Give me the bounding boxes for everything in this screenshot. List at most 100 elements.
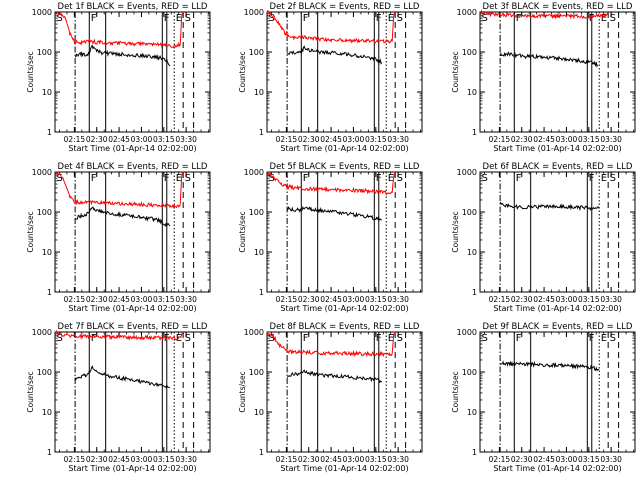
series-events-line <box>286 369 383 384</box>
y-axis-label: Counts/sec <box>26 51 35 92</box>
chart-panel: 1 10 100 1000 02:15 02:30 02:45 03:00 03:15 03:30… <box>238 322 423 473</box>
plot-frame <box>479 11 636 133</box>
series-lld-line <box>54 171 184 209</box>
event-marker-label: S <box>482 13 488 24</box>
event-marker-label: F <box>516 13 522 24</box>
x-tick-label: 03:00 <box>343 135 365 144</box>
y-tick-label: 1 <box>259 288 264 297</box>
y-tick-label: 100 <box>37 48 52 57</box>
y-tick-label: 1 <box>472 448 477 457</box>
y-axis-label: Counts/sec <box>238 51 247 92</box>
x-tick-label: 02:45 <box>533 295 555 304</box>
event-marker-label: S <box>57 333 63 344</box>
y-axis-label: Counts/sec <box>451 211 460 252</box>
chart-title: Det 2f BLACK = Events, RED = LLD <box>270 2 420 12</box>
event-marker-label: S <box>397 13 403 24</box>
y-tick-label: 10 <box>42 408 52 417</box>
event-marker-label: S <box>397 173 403 184</box>
x-tick-label: 02:15 <box>64 135 86 144</box>
series-lld-line <box>479 9 609 20</box>
event-marker-label: F <box>303 333 309 344</box>
y-tick-label: 100 <box>462 368 477 377</box>
event-marker-label: E <box>388 333 394 344</box>
x-tick-label: 02:30 <box>86 455 108 464</box>
x-tick-label: 03:15 <box>153 135 175 144</box>
y-tick-label: 10 <box>254 88 264 97</box>
x-axis-label: Start Time (01-Apr-14 02:02:00) <box>493 304 621 313</box>
event-marker-label: S <box>57 13 63 24</box>
x-tick-label: 03:15 <box>578 455 600 464</box>
chart-title: Det 4f BLACK = Events, RED = LLD <box>58 162 208 172</box>
y-axis-label: Counts/sec <box>238 211 247 252</box>
chart-title: Det 7f BLACK = Events, RED = LLD <box>58 322 208 332</box>
x-tick-label: 03:15 <box>153 455 175 464</box>
plot-frame <box>266 11 423 133</box>
x-tick-label: 03:30 <box>600 295 622 304</box>
x-tick-label: 02:30 <box>298 455 320 464</box>
event-marker-label: S <box>269 13 275 24</box>
y-tick-label: 1000 <box>244 8 264 17</box>
x-tick-label: 03:30 <box>175 135 197 144</box>
y-tick-label: 100 <box>249 208 264 217</box>
x-tick-label: 02:45 <box>320 295 342 304</box>
y-tick-label: 100 <box>462 208 477 217</box>
x-tick-label: 03:30 <box>600 455 622 464</box>
event-marker-label: S <box>610 173 616 184</box>
event-marker-label: E <box>176 13 182 24</box>
x-tick-label: 03:30 <box>387 455 409 464</box>
chart-title: Det 9f BLACK = Events, RED = LLD <box>483 322 633 332</box>
event-marker-label: S <box>610 13 616 24</box>
x-tick-label: 03:15 <box>578 295 600 304</box>
chart-title: Det 1f BLACK = Events, RED = LLD <box>58 2 208 12</box>
plot-frame <box>479 331 636 453</box>
x-tick-label: 02:45 <box>320 455 342 464</box>
x-axis-label: Start Time (01-Apr-14 02:02:00) <box>68 464 196 473</box>
event-marker-label: S <box>57 173 63 184</box>
y-tick-label: 10 <box>254 408 264 417</box>
y-tick-label: 1000 <box>32 168 52 177</box>
x-tick-label: 03:15 <box>578 135 600 144</box>
y-tick-label: 1 <box>47 288 52 297</box>
chart-panel: 1 10 100 1000 02:15 02:30 02:45 03:00 03:15 03:30… <box>451 2 636 153</box>
chart-title: Det 5f BLACK = Events, RED = LLD <box>270 162 420 172</box>
series-lld-line <box>54 11 184 49</box>
y-tick-label: 1000 <box>244 168 264 177</box>
x-tick-label: 03:00 <box>131 455 153 464</box>
x-tick-label: 02:15 <box>489 135 511 144</box>
x-axis-label: Start Time (01-Apr-14 02:02:00) <box>280 464 408 473</box>
x-tick-label: 02:15 <box>276 295 298 304</box>
x-tick-label: 03:00 <box>343 295 365 304</box>
series-lld-line <box>266 171 396 196</box>
y-axis-label: Counts/sec <box>26 371 35 412</box>
plot-frame <box>479 171 636 293</box>
event-marker-label: E <box>601 173 607 184</box>
x-tick-label: 03:15 <box>365 135 387 144</box>
chart-panel: 1 10 100 1000 02:15 02:30 02:45 03:00 03:15 03:30… <box>451 322 636 473</box>
y-tick-label: 100 <box>37 368 52 377</box>
event-marker-label: S <box>185 13 191 24</box>
x-tick-label: 02:30 <box>511 295 533 304</box>
x-axis-label: Start Time (01-Apr-14 02:02:00) <box>280 144 408 153</box>
series-events-line <box>74 365 170 389</box>
event-marker-label: E <box>176 173 182 184</box>
event-marker-label: S <box>269 333 275 344</box>
x-tick-label: 03:00 <box>131 295 153 304</box>
y-tick-label: 1000 <box>457 328 477 337</box>
x-tick-label: 02:15 <box>64 295 86 304</box>
chart-title: Det 6f BLACK = Events, RED = LLD <box>483 162 633 172</box>
x-tick-label: 02:30 <box>298 295 320 304</box>
y-tick-label: 10 <box>42 248 52 257</box>
event-marker-label: F <box>303 13 309 24</box>
y-tick-label: 1 <box>472 128 477 137</box>
y-tick-label: 1 <box>259 128 264 137</box>
x-tick-label: 02:30 <box>298 135 320 144</box>
y-tick-label: 1000 <box>244 328 264 337</box>
y-tick-label: 100 <box>37 208 52 217</box>
x-tick-label: 03:30 <box>387 135 409 144</box>
x-tick-label: 03:30 <box>175 455 197 464</box>
x-tick-label: 03:00 <box>556 455 578 464</box>
y-tick-label: 1000 <box>457 168 477 177</box>
event-marker-label: S <box>185 173 191 184</box>
chart-title: Det 3f BLACK = Events, RED = LLD <box>483 2 633 12</box>
